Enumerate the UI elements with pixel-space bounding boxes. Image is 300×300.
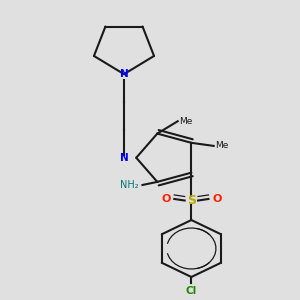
Text: O: O xyxy=(212,194,221,204)
Text: Me: Me xyxy=(215,141,229,150)
Text: Me: Me xyxy=(179,117,193,126)
Text: Cl: Cl xyxy=(186,286,197,296)
Text: S: S xyxy=(187,194,196,207)
Text: N: N xyxy=(120,153,128,163)
Text: O: O xyxy=(161,194,171,204)
Text: N: N xyxy=(120,69,128,79)
Text: NH₂: NH₂ xyxy=(120,180,139,190)
